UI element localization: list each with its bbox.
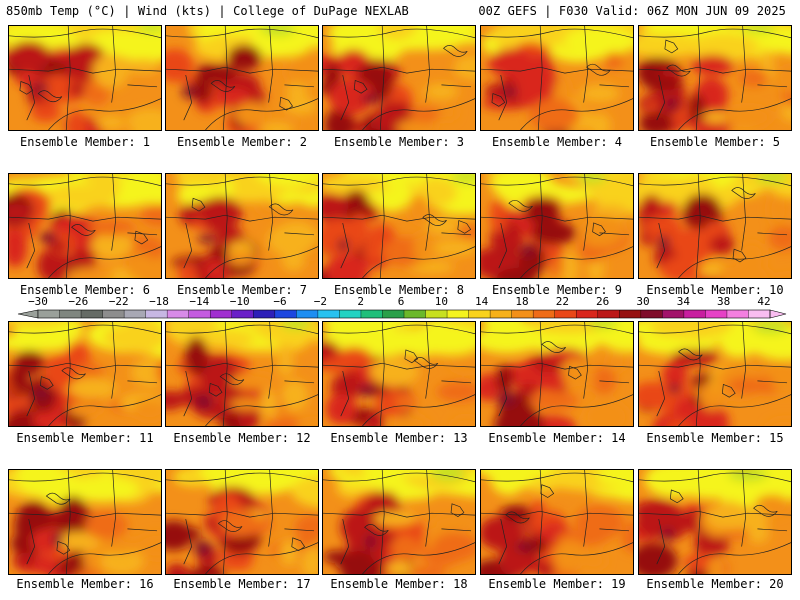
ensemble-member-label: Ensemble Member: 2 bbox=[176, 135, 308, 149]
ensemble-member-map bbox=[8, 25, 162, 131]
colorbar-segment bbox=[447, 310, 469, 318]
ensemble-member-map bbox=[480, 469, 634, 575]
colorbar-segment bbox=[210, 310, 233, 318]
colorbar-segment bbox=[145, 310, 168, 318]
colorbar-tick-label: 10 bbox=[434, 295, 448, 308]
colorbar-segment bbox=[748, 310, 771, 318]
ensemble-member-map bbox=[8, 469, 162, 575]
ensemble-member-map bbox=[8, 173, 162, 279]
ensemble-member-label: Ensemble Member: 20 bbox=[646, 577, 784, 591]
ensemble-member-label: Ensemble Member: 14 bbox=[488, 431, 626, 445]
colorbar-segment bbox=[274, 310, 297, 318]
colorbar-high-arrow bbox=[769, 309, 787, 319]
colorbar-segment bbox=[81, 310, 103, 318]
ensemble-member-label: Ensemble Member: 16 bbox=[16, 577, 154, 591]
colorbar-segment bbox=[296, 310, 319, 318]
ensemble-member-label: Ensemble Member: 12 bbox=[173, 431, 311, 445]
colorbar-segment bbox=[124, 310, 146, 318]
colorbar-tick-label: 22 bbox=[555, 295, 569, 308]
colorbar-segment bbox=[554, 310, 577, 318]
colorbar-segment bbox=[662, 310, 685, 318]
ensemble-member-label: Ensemble Member: 9 bbox=[491, 283, 623, 297]
colorbar-segment bbox=[640, 310, 663, 318]
colorbar-segment bbox=[511, 310, 534, 318]
colorbar-segment bbox=[533, 310, 556, 318]
colorbar-tick-label: −30 bbox=[28, 295, 48, 308]
colorbar-tick-label: −14 bbox=[189, 295, 210, 308]
ensemble-member-map bbox=[8, 321, 162, 427]
colorbar-tick-label: 30 bbox=[636, 295, 650, 308]
colorbar-segment bbox=[38, 310, 60, 318]
ensemble-member-label: Ensemble Member: 19 bbox=[488, 577, 626, 591]
colorbar-segment bbox=[683, 310, 706, 318]
ensemble-member-label: Ensemble Member: 8 bbox=[333, 283, 465, 297]
ensemble-member-label: Ensemble Member: 6 bbox=[19, 283, 151, 297]
ensemble-member-map bbox=[480, 173, 634, 279]
colorbar-low-arrow bbox=[17, 309, 39, 319]
colorbar-segment bbox=[59, 310, 82, 318]
ensemble-member-label: Ensemble Member: 17 bbox=[173, 577, 311, 591]
colorbar-segment bbox=[619, 310, 642, 318]
ensemble-member-map bbox=[638, 469, 792, 575]
ensemble-member-label: Ensemble Member: 18 bbox=[330, 577, 468, 591]
ensemble-member-map bbox=[322, 469, 476, 575]
ensemble-member-map bbox=[480, 321, 634, 427]
colorbar-tick-label: −26 bbox=[68, 295, 89, 308]
colorbar-tick-label: 34 bbox=[676, 295, 690, 308]
colorbar-segment bbox=[726, 310, 749, 318]
colorbar-tick-label: 18 bbox=[515, 295, 529, 308]
colorbar-segment bbox=[576, 310, 599, 318]
ensemble-member-label: Ensemble Member: 1 bbox=[19, 135, 151, 149]
colorbar-segment bbox=[102, 310, 125, 318]
ensemble-member-label: Ensemble Member: 13 bbox=[330, 431, 468, 445]
ensemble-member-label: Ensemble Member: 3 bbox=[333, 135, 465, 149]
colorbar-segment bbox=[360, 310, 383, 318]
colorbar-segment bbox=[231, 310, 254, 318]
run-valid-time: 00Z GEFS | F030 Valid: 06Z MON JUN 09 20… bbox=[478, 4, 786, 18]
ensemble-member-map bbox=[165, 173, 319, 279]
colorbar-segment bbox=[705, 310, 728, 318]
colorbar-tick-label: 14 bbox=[475, 295, 489, 308]
colorbar-tick-label: 42 bbox=[757, 295, 771, 308]
temperature-colorbar bbox=[17, 309, 787, 319]
ensemble-member-map bbox=[480, 25, 634, 131]
colorbar-segment bbox=[253, 310, 276, 318]
ensemble-member-map bbox=[165, 469, 319, 575]
colorbar-tick-label: −18 bbox=[149, 295, 169, 308]
colorbar-tick-label: −22 bbox=[108, 295, 129, 308]
colorbar-segment bbox=[382, 310, 405, 318]
ensemble-member-label: Ensemble Member: 11 bbox=[16, 431, 154, 445]
colorbar-segment bbox=[468, 310, 491, 318]
ensemble-member-map bbox=[638, 25, 792, 131]
colorbar-segment bbox=[339, 310, 362, 318]
colorbar-segment bbox=[597, 310, 620, 318]
ensemble-member-map bbox=[322, 173, 476, 279]
ensemble-member-label: Ensemble Member: 5 bbox=[649, 135, 781, 149]
colorbar-tick-label: −2 bbox=[313, 295, 327, 308]
colorbar-segment bbox=[425, 310, 448, 318]
ensemble-member-label: Ensemble Member: 4 bbox=[491, 135, 623, 149]
colorbar-segment bbox=[188, 310, 211, 318]
colorbar-segment bbox=[404, 310, 426, 318]
colorbar-tick-label: −6 bbox=[273, 295, 287, 308]
colorbar-tick-label: 6 bbox=[397, 295, 405, 308]
ensemble-member-map bbox=[322, 321, 476, 427]
ensemble-member-map bbox=[638, 321, 792, 427]
colorbar-tick-label: 38 bbox=[717, 295, 731, 308]
ensemble-member-label: Ensemble Member: 15 bbox=[646, 431, 784, 445]
ensemble-member-map bbox=[322, 25, 476, 131]
ensemble-member-map bbox=[165, 25, 319, 131]
ensemble-member-label: Ensemble Member: 7 bbox=[176, 283, 308, 297]
ensemble-member-map bbox=[638, 173, 792, 279]
colorbar-tick-label: −10 bbox=[229, 295, 250, 308]
colorbar-tick-label: 26 bbox=[596, 295, 610, 308]
colorbar-segment bbox=[317, 310, 340, 318]
colorbar-tick-label: 2 bbox=[357, 295, 364, 308]
map-title: 850mb Temp (°C) | Wind (kts) | College o… bbox=[6, 4, 409, 18]
colorbar-segment bbox=[490, 310, 512, 318]
ensemble-member-map bbox=[165, 321, 319, 427]
ensemble-member-label: Ensemble Member: 10 bbox=[646, 283, 784, 297]
colorbar-segment bbox=[167, 310, 190, 318]
